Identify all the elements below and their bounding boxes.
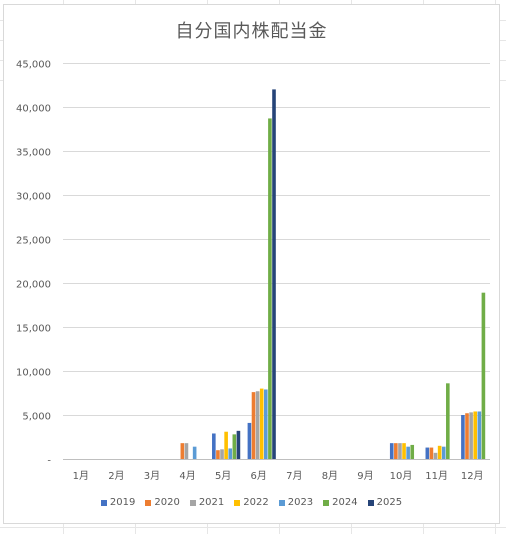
y-tick-label: 15,000: [16, 324, 51, 335]
legend-label: 2024: [332, 497, 358, 508]
legend-swatch: [367, 499, 374, 506]
legend-swatch: [278, 499, 285, 506]
legend-swatch: [145, 499, 152, 506]
bar-2024: [232, 434, 237, 459]
bar-2021: [184, 443, 189, 459]
bar-2021: [433, 452, 438, 459]
bar-2021: [255, 391, 260, 459]
x-tick-label: 11月: [425, 470, 448, 482]
x-tick-label: 12月: [461, 470, 484, 482]
x-tick-label: 5月: [215, 470, 231, 482]
bar-2022: [259, 388, 264, 459]
bar-2022: [437, 445, 442, 459]
legend-swatch: [100, 499, 107, 506]
legend-item-2023: 2023: [278, 497, 314, 508]
legend-label: 2020: [154, 497, 180, 508]
bar-2020: [251, 392, 256, 459]
bar-2022: [473, 411, 478, 459]
bar-2023: [477, 411, 482, 459]
chart-area[interactable]: 自分国内株配当金 - 5,000 10,000 15,000 20,000 25,000 3…: [3, 4, 500, 524]
bar-2021: [398, 443, 402, 459]
legend-label: 2023: [287, 497, 314, 508]
x-tick-label: 2月: [108, 470, 124, 482]
bar-2024: [446, 383, 450, 459]
legend-item-2024: 2024: [323, 497, 358, 508]
bar-2019: [461, 415, 465, 459]
x-tick-label: 8月: [322, 470, 338, 482]
legend-label: 2022: [243, 497, 269, 508]
bar-2021: [220, 449, 224, 459]
legend-item-2019: 2019: [100, 497, 136, 508]
x-tick-label: 4月: [179, 470, 195, 482]
y-tick-label: 35,000: [16, 148, 51, 159]
bar-2019: [425, 447, 430, 459]
legend-item-2020: 2020: [145, 497, 180, 508]
plot-area: - 5,000 10,000 15,000 20,000 25,000 30,000 35,0…: [16, 60, 490, 482]
bar-2024: [410, 444, 415, 459]
bar-2023: [228, 448, 233, 459]
x-tick-label: 10月: [390, 470, 413, 482]
bar-2024: [481, 292, 486, 459]
chart-legend: 2019 2020 2021 2022 2023 2024 2025: [4, 497, 499, 508]
bar-2020: [429, 447, 434, 459]
bar-2022: [402, 443, 406, 459]
legend-item-2025: 2025: [367, 497, 403, 508]
legend-label: 2021: [198, 497, 225, 508]
chart-title: 自分国内株配当金: [175, 21, 328, 42]
bar-2020: [394, 443, 398, 459]
legend-swatch: [189, 499, 196, 506]
bar-2023: [441, 446, 446, 459]
y-tick-label: 40,000: [16, 104, 51, 115]
bar-2023: [264, 389, 268, 459]
bar-2019: [389, 443, 394, 459]
bar-2019: [212, 433, 216, 459]
y-tick-label: 25,000: [16, 236, 51, 247]
y-tick-label: 30,000: [16, 192, 51, 203]
bar-2023: [406, 446, 410, 459]
bar-2020: [216, 450, 220, 459]
y-tick-label: 20,000: [16, 280, 51, 291]
bar-2020: [465, 413, 469, 459]
bar-2025: [236, 430, 241, 459]
bar-2025: [272, 89, 276, 460]
bar-2021: [469, 412, 473, 459]
bar-2020: [180, 443, 185, 459]
legend-item-2021: 2021: [189, 497, 225, 508]
bar-2019: [247, 422, 252, 459]
legend-swatch: [323, 499, 330, 506]
bar-2022: [224, 431, 228, 459]
legend-item-2022: 2022: [234, 497, 269, 508]
x-tick-label: 9月: [357, 470, 373, 482]
legend-label: 2019: [109, 497, 136, 508]
legend-swatch: [234, 499, 241, 506]
x-tick-label: 3月: [144, 470, 160, 482]
x-tick-label: 1月: [73, 470, 89, 482]
y-tick-label: 10,000: [16, 368, 51, 379]
bar-2024: [268, 118, 272, 459]
y-tick-label: -: [47, 456, 51, 467]
x-tick-label: 6月: [251, 470, 267, 482]
y-tick-label: 5,000: [22, 412, 51, 423]
legend-label: 2025: [376, 497, 403, 508]
bar-2023: [192, 446, 197, 459]
y-tick-label: 45,000: [16, 60, 51, 71]
x-tick-label: 7月: [286, 470, 302, 482]
